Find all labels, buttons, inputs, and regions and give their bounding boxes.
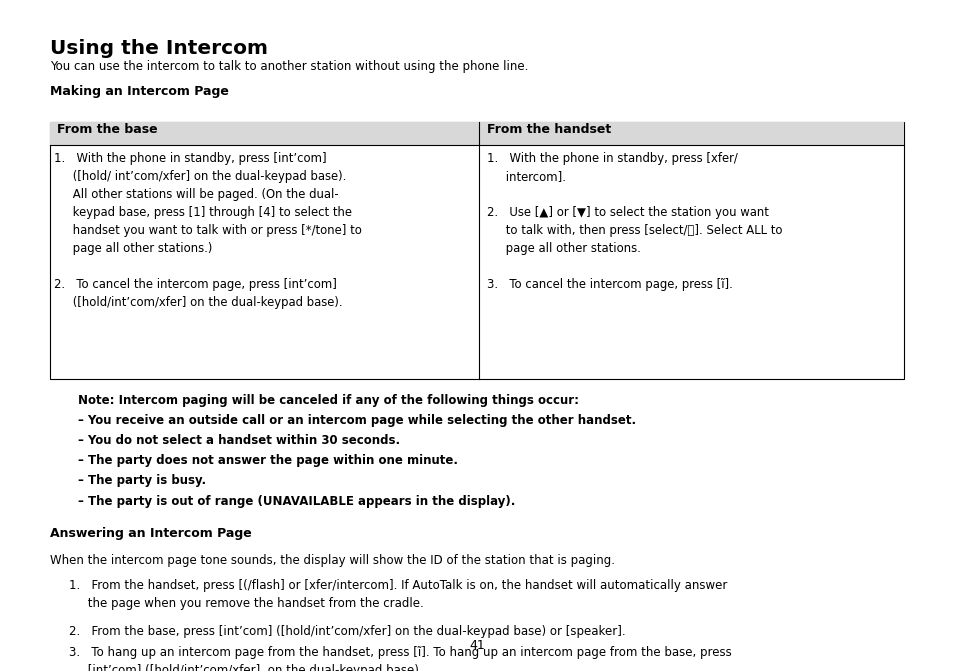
- Text: – You receive an outside call or an intercom page while selecting the other hand: – You receive an outside call or an inte…: [78, 414, 636, 427]
- Text: From the base: From the base: [57, 123, 157, 136]
- Text: 41: 41: [469, 639, 484, 652]
- Text: Using the Intercom: Using the Intercom: [50, 39, 268, 58]
- Text: 1.   With the phone in standby, press [int’com]
     ([hold/ int’com/xfer] on th: 1. With the phone in standby, press [int…: [54, 152, 362, 309]
- Text: Answering an Intercom Page: Answering an Intercom Page: [50, 527, 251, 539]
- Text: You can use the intercom to talk to another station without using the phone line: You can use the intercom to talk to anot…: [50, 60, 527, 73]
- Text: – The party is out of range (UNAVAILABLE appears in the display).: – The party is out of range (UNAVAILABLE…: [78, 495, 515, 507]
- Text: – The party is busy.: – The party is busy.: [78, 474, 206, 487]
- Text: 2.   From the base, press [int’com] ([hold/int’com/xfer] on the dual-keypad base: 2. From the base, press [int’com] ([hold…: [69, 625, 624, 637]
- Bar: [50, 122, 903, 145]
- Text: Making an Intercom Page: Making an Intercom Page: [50, 85, 229, 98]
- Bar: [50, 122, 903, 379]
- Text: 3.   To hang up an intercom page from the handset, press [ĩ]. To hang up an inte: 3. To hang up an intercom page from the …: [69, 646, 731, 671]
- Text: When the intercom page tone sounds, the display will show the ID of the station : When the intercom page tone sounds, the …: [50, 554, 614, 566]
- Text: – The party does not answer the page within one minute.: – The party does not answer the page wit…: [78, 454, 457, 467]
- Text: Note: Intercom paging will be canceled if any of the following things occur:: Note: Intercom paging will be canceled i…: [78, 394, 578, 407]
- Text: – You do not select a handset within 30 seconds.: – You do not select a handset within 30 …: [78, 434, 400, 447]
- Text: From the handset: From the handset: [486, 123, 610, 136]
- Text: 1.   With the phone in standby, press [xfer/
     intercom].

2.   Use [▲] or [▼: 1. With the phone in standby, press [xfe…: [486, 152, 781, 291]
- Text: 1.   From the handset, press [(/flash] or [xfer/intercom]. If AutoTalk is on, th: 1. From the handset, press [(/flash] or …: [69, 579, 726, 609]
